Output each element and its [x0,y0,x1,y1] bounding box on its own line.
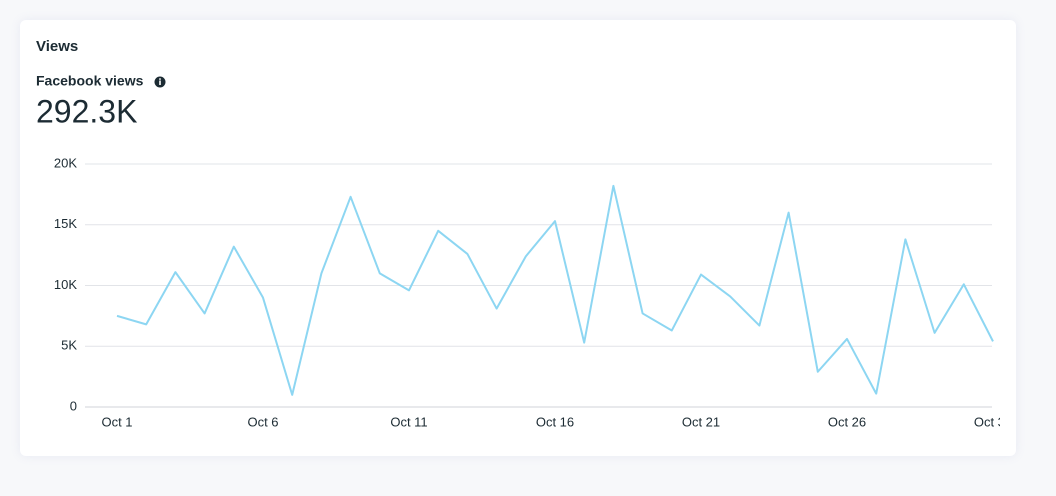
x-tick-label: Oct 6 [247,414,278,429]
line [116,184,994,396]
plot: 0 5K 10K 15K 20K Oct 1 Oct 6 Oct 11 Oct 16 Oct 21… [54,155,1012,429]
x-tick-label: Oct 16 [536,414,574,429]
x-tick-label: Oct 21 [682,414,720,429]
x-tick-label: Oct 31 [974,414,1012,429]
x-tick-label: Oct 11 [390,414,427,429]
y-tick-label: 15K [54,216,77,231]
x-tick-label: Oct 1 [101,414,132,429]
y-tick-label: 10K [54,277,77,292]
y-tick-label: 0 [70,398,77,413]
x-tick-label: Oct 26 [828,414,866,429]
card [20,20,1016,456]
chart-title: Views [36,38,78,55]
y-tick-label: 20K [54,155,77,170]
info-icon[interactable] [154,76,166,88]
total-value: 292.3K [36,93,137,129]
chart-subtitle: Facebook views [36,73,144,89]
y-tick-label: 5K [61,338,77,353]
